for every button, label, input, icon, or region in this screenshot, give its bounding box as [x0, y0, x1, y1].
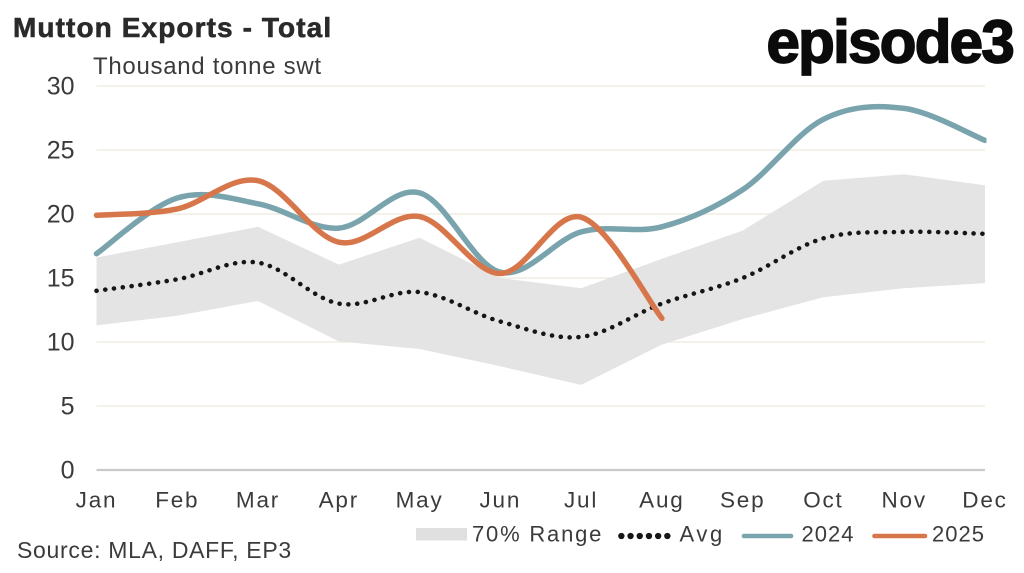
- svg-text:10: 10: [47, 329, 75, 357]
- svg-text:Jul: Jul: [564, 488, 598, 513]
- svg-text:May: May: [396, 488, 444, 513]
- svg-text:Avg: Avg: [680, 522, 725, 547]
- svg-text:Source: MLA, DAFF, EP3: Source: MLA, DAFF, EP3: [17, 537, 292, 563]
- svg-text:episode3: episode3: [767, 9, 1014, 76]
- svg-text:Thousand tonne swt: Thousand tonne swt: [93, 53, 322, 80]
- svg-text:Mutton Exports - Total: Mutton Exports - Total: [13, 12, 332, 43]
- svg-text:Nov: Nov: [881, 488, 926, 513]
- svg-text:2025: 2025: [932, 522, 985, 547]
- svg-text:Oct: Oct: [803, 488, 843, 513]
- svg-text:70% Range: 70% Range: [472, 522, 603, 547]
- svg-text:25: 25: [47, 137, 75, 165]
- svg-text:2024: 2024: [802, 522, 855, 547]
- svg-text:Aug: Aug: [639, 488, 684, 513]
- svg-text:Mar: Mar: [236, 488, 280, 513]
- svg-text:20: 20: [47, 201, 75, 229]
- svg-text:15: 15: [47, 265, 75, 293]
- svg-text:Feb: Feb: [155, 488, 199, 513]
- svg-text:5: 5: [61, 393, 75, 421]
- svg-text:Dec: Dec: [962, 488, 1007, 513]
- svg-text:30: 30: [47, 73, 75, 101]
- svg-text:Jan: Jan: [76, 488, 118, 513]
- svg-text:Jun: Jun: [479, 488, 521, 513]
- svg-text:Apr: Apr: [319, 488, 359, 513]
- svg-text:Sep: Sep: [720, 488, 765, 513]
- svg-text:0: 0: [61, 457, 75, 485]
